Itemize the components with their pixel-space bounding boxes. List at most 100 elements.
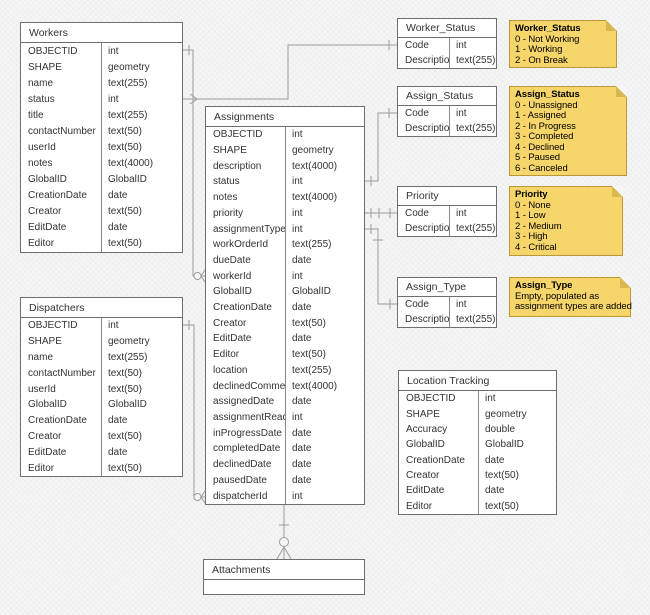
edge-dispatchers-assignments xyxy=(183,320,206,504)
field-row: SHAPE geometry xyxy=(21,59,182,76)
field-name: CreationDate xyxy=(206,299,286,316)
field-row: description text(4000) xyxy=(206,158,364,175)
field-type: text(4000) xyxy=(292,192,338,204)
field-name: Code xyxy=(398,297,450,312)
field-type: text(4000) xyxy=(292,380,338,392)
field-row: Creator text(50) xyxy=(399,467,556,484)
field-name: Code xyxy=(398,38,450,53)
field-name: status xyxy=(206,174,286,190)
field-row: Description text(255) xyxy=(398,121,496,136)
field-type: geometry xyxy=(292,145,334,157)
field-type: int xyxy=(292,176,303,188)
note-line: 1 - Working xyxy=(515,44,563,55)
field-row: notes text(4000) xyxy=(206,189,364,206)
field-type: text(255) xyxy=(456,55,496,66)
field-name: dispatcherId xyxy=(206,488,286,504)
field-row: CreationDate date xyxy=(399,452,556,468)
field-type: date xyxy=(292,333,312,345)
field-type: date xyxy=(485,485,505,497)
note-line: 5 - Paused xyxy=(515,152,560,163)
field-row: userId text(50) xyxy=(21,381,182,397)
table-field-list: CodeintDescriptiontext(255) xyxy=(398,106,496,136)
field-row: Editor text(50) xyxy=(399,498,556,514)
field-row: OBJECTID int xyxy=(206,127,364,143)
field-type: geometry xyxy=(485,408,527,420)
field-type: double xyxy=(485,423,516,435)
note-line: 4 - Declined xyxy=(515,141,565,153)
field-type: text(50) xyxy=(485,500,519,512)
field-name: SHAPE xyxy=(21,59,102,76)
field-name: Editor xyxy=(21,235,102,253)
edge-workers-assignments xyxy=(183,45,206,283)
field-row: userId text(50) xyxy=(21,139,182,156)
note-assign-status[interactable]: Assign_Status 0 - Unassigned 1 - Assigned… xyxy=(509,86,627,176)
field-type: int xyxy=(108,93,119,105)
table-title: Assign_Status xyxy=(398,87,496,106)
field-row: declinedDate date xyxy=(206,456,364,473)
note-line: 1 - Low xyxy=(515,210,546,221)
field-row: Description text(255) xyxy=(398,53,496,68)
field-type: text(255) xyxy=(456,123,496,134)
field-name: Description xyxy=(398,121,450,136)
note-assign-type[interactable]: Assign_Type Empty, populated as assignmen… xyxy=(509,277,632,317)
table-workers[interactable]: Workers OBJECTID int SHAPE geometry name text… xyxy=(20,22,183,253)
field-type: int xyxy=(456,40,467,51)
field-name: title xyxy=(21,107,102,124)
field-name: GlobalID xyxy=(21,396,102,413)
field-row: Creator text(50) xyxy=(21,428,182,445)
note-title: Assign_Status xyxy=(515,89,580,100)
table-title: Worker_Status xyxy=(398,19,496,38)
field-row: location text(255) xyxy=(206,362,364,379)
field-name: assignmentType xyxy=(206,221,286,237)
field-type: date xyxy=(292,427,312,439)
note-lines: 0 - Not Working 1 - Working 2 - On Break xyxy=(515,34,612,67)
field-name: notes xyxy=(21,155,102,172)
note-line: 3 - High xyxy=(515,231,548,242)
empty-row xyxy=(204,580,364,594)
field-row: name text(255) xyxy=(21,349,182,366)
table-priority[interactable]: Priority CodeintDescriptiontext(255) xyxy=(397,186,497,237)
note-priority[interactable]: Priority 0 - None 1 - Low 2 - Medium 3 - Hi… xyxy=(509,186,623,256)
zero-circle-marker xyxy=(193,493,202,501)
note-lines: Empty, populated as assignment types are … xyxy=(515,291,632,313)
field-row: CreationDate date xyxy=(206,299,364,316)
note-line: 2 - Medium xyxy=(515,220,562,232)
field-row: OBJECTID int xyxy=(399,391,556,407)
field-row: EditDate date xyxy=(206,331,364,347)
field-name: userId xyxy=(21,139,102,156)
table-title: Assignments xyxy=(206,107,364,127)
note-line: 1 - Assigned xyxy=(515,110,567,121)
field-name: workOrderId xyxy=(206,236,286,253)
field-type: text(50) xyxy=(108,206,142,218)
zero-circle-marker xyxy=(193,272,202,280)
field-type: text(50) xyxy=(108,142,142,153)
table-location-tracking[interactable]: Location Tracking OBJECTID int SHAPE geomet… xyxy=(398,370,557,515)
table-attachments[interactable]: Attachments xyxy=(203,559,365,595)
table-assignments[interactable]: Assignments OBJECTID int SHAPE geometry desc… xyxy=(205,106,365,505)
field-row: contactNumber text(50) xyxy=(21,123,182,140)
note-line: assignment types are added xyxy=(515,301,632,312)
note-lines: 0 - None 1 - Low 2 - Medium 3 - High 4 - Cri… xyxy=(515,199,618,254)
field-name: OBJECTID xyxy=(21,318,102,334)
note-line: 2 - On Break xyxy=(515,54,568,66)
field-name: Description xyxy=(398,221,450,236)
table-dispatchers[interactable]: Dispatchers OBJECTID int SHAPE geometry name… xyxy=(20,297,183,477)
field-name: EditDate xyxy=(399,483,479,499)
field-name: notes xyxy=(206,189,286,206)
note-line: 0 - None xyxy=(515,199,551,211)
field-name: CreationDate xyxy=(399,452,479,468)
field-type: text(4000) xyxy=(292,160,338,172)
table-title: Workers xyxy=(21,23,182,43)
field-row: declinedComment text(4000) xyxy=(206,378,364,394)
field-name: Code xyxy=(398,206,450,221)
table-assign-status[interactable]: Assign_Status CodeintDescriptiontext(255… xyxy=(397,86,497,137)
table-assign-type[interactable]: Assign_Type CodeintDescriptiontext(255) xyxy=(397,277,497,328)
field-name: Editor xyxy=(21,460,102,476)
table-field-list: OBJECTID int SHAPE geometry name text(255) sta… xyxy=(21,43,182,253)
field-name: location xyxy=(206,362,286,379)
field-type: text(4000) xyxy=(108,158,154,170)
note-worker-status[interactable]: Worker_Status 0 - Not Working 1 - Working… xyxy=(509,20,617,68)
field-type: date xyxy=(108,222,128,234)
field-type: int xyxy=(456,299,467,310)
